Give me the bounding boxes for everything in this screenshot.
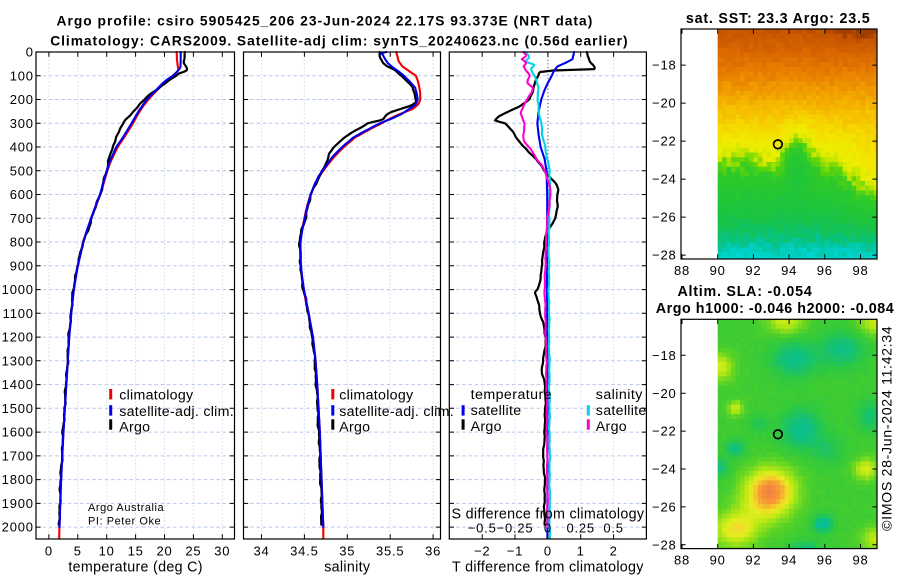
svg-text:Argo profile: csiro 5905425_20: Argo profile: csiro 5905425_206 23-Jun-2… [57,14,594,29]
svg-text:0.25: 0.25 [566,521,595,536]
svg-text:−26: −26 [652,210,676,225]
svg-text:300: 300 [10,116,34,131]
svg-text:98: 98 [852,553,868,568]
svg-text:900: 900 [10,258,34,273]
svg-text:T difference from climatology: T difference from climatology [452,560,644,576]
svg-text:0: 0 [45,544,53,559]
svg-text:10: 10 [99,544,115,559]
svg-text:Altim. SLA: -0.054: Altim. SLA: -0.054 [677,284,812,300]
svg-text:1900: 1900 [2,496,34,511]
svg-text:2: 2 [610,544,618,559]
svg-text:90: 90 [710,553,726,568]
svg-text:climatology: climatology [119,388,194,404]
svg-text:1200: 1200 [2,330,34,345]
svg-text:88: 88 [674,263,690,278]
svg-text:satellite: satellite [596,403,647,419]
svg-text:1500: 1500 [2,401,34,416]
svg-text:−28: −28 [652,248,676,263]
svg-text:0: 0 [26,45,34,60]
svg-text:90: 90 [710,263,726,278]
svg-text:−0.5: −0.5 [468,521,497,536]
svg-text:satellite-adj. clim.: satellite-adj. clim. [119,404,234,420]
svg-text:−28: −28 [652,537,676,552]
svg-text:Argo h1000: -0.046 h2000: -0.0: Argo h1000: -0.046 h2000: -0.084 [656,301,895,317]
svg-text:Argo: Argo [471,419,502,435]
svg-text:1300: 1300 [2,353,34,368]
svg-text:©IMOS 28-Jun-2024 11:42:34: ©IMOS 28-Jun-2024 11:42:34 [880,326,896,531]
svg-text:100: 100 [10,68,34,83]
svg-text:20: 20 [156,544,172,559]
svg-text:1700: 1700 [2,449,34,464]
svg-text:1: 1 [577,544,585,559]
svg-text:1100: 1100 [3,306,34,321]
svg-text:1400: 1400 [2,377,34,392]
svg-text:temperature (deg C): temperature (deg C) [68,560,202,576]
svg-text:salinity: salinity [324,560,371,576]
svg-text:temperature: temperature [471,387,552,403]
svg-text:Argo: Argo [339,420,370,436]
svg-text:Argo: Argo [596,419,627,435]
svg-text:0: 0 [544,544,552,559]
svg-text:35: 35 [339,544,355,559]
svg-text:satellite: satellite [471,403,522,419]
svg-text:S difference from climatology: S difference from climatology [452,507,645,523]
svg-text:−0.25: −0.25 [497,521,534,536]
svg-text:34: 34 [253,544,269,559]
svg-text:88: 88 [674,553,690,568]
svg-text:climatology: climatology [339,388,414,404]
svg-text:−26: −26 [652,500,676,515]
svg-text:0.5: 0.5 [603,521,623,536]
svg-text:800: 800 [10,235,34,250]
svg-text:−22: −22 [652,424,676,439]
svg-text:5: 5 [74,544,82,559]
svg-text:Argo Australia: Argo Australia [88,502,165,514]
svg-text:−24: −24 [652,462,676,477]
svg-text:Climatology: CARS2009. Satelli: Climatology: CARS2009. Satellite-adj cli… [50,34,628,49]
svg-text:−24: −24 [652,172,676,187]
svg-text:200: 200 [10,92,34,107]
svg-text:92: 92 [745,263,761,278]
svg-text:−18: −18 [652,58,676,73]
svg-text:salinity: salinity [596,387,643,403]
svg-text:1600: 1600 [2,425,34,440]
svg-text:0: 0 [544,521,552,536]
svg-text:94: 94 [781,553,797,568]
svg-text:−20: −20 [652,386,676,401]
svg-text:sat. SST: 23.3 Argo: 23.5: sat. SST: 23.3 Argo: 23.5 [686,11,871,27]
svg-text:34.5: 34.5 [290,544,319,559]
svg-text:−18: −18 [652,348,676,363]
svg-text:30: 30 [214,544,230,559]
svg-text:1000: 1000 [2,282,34,297]
svg-text:15: 15 [128,544,144,559]
svg-text:2000: 2000 [2,520,34,535]
svg-text:96: 96 [817,553,833,568]
svg-text:92: 92 [745,553,761,568]
svg-text:−1: −1 [507,544,523,559]
svg-text:94: 94 [781,263,797,278]
svg-text:600: 600 [10,187,34,202]
svg-text:500: 500 [10,163,34,178]
svg-text:satellite-adj. clim.: satellite-adj. clim. [339,404,454,420]
svg-text:1800: 1800 [2,472,34,487]
svg-text:98: 98 [852,263,868,278]
svg-text:700: 700 [10,211,34,226]
svg-text:PI: Peter Oke: PI: Peter Oke [88,515,161,527]
svg-text:−22: −22 [652,134,676,149]
svg-text:400: 400 [10,140,34,155]
svg-text:Argo: Argo [119,420,150,436]
svg-text:−2: −2 [474,544,490,559]
svg-text:96: 96 [817,263,833,278]
svg-text:−20: −20 [652,96,676,111]
svg-text:35.5: 35.5 [376,544,405,559]
svg-text:25: 25 [185,544,201,559]
svg-text:36: 36 [425,544,441,559]
